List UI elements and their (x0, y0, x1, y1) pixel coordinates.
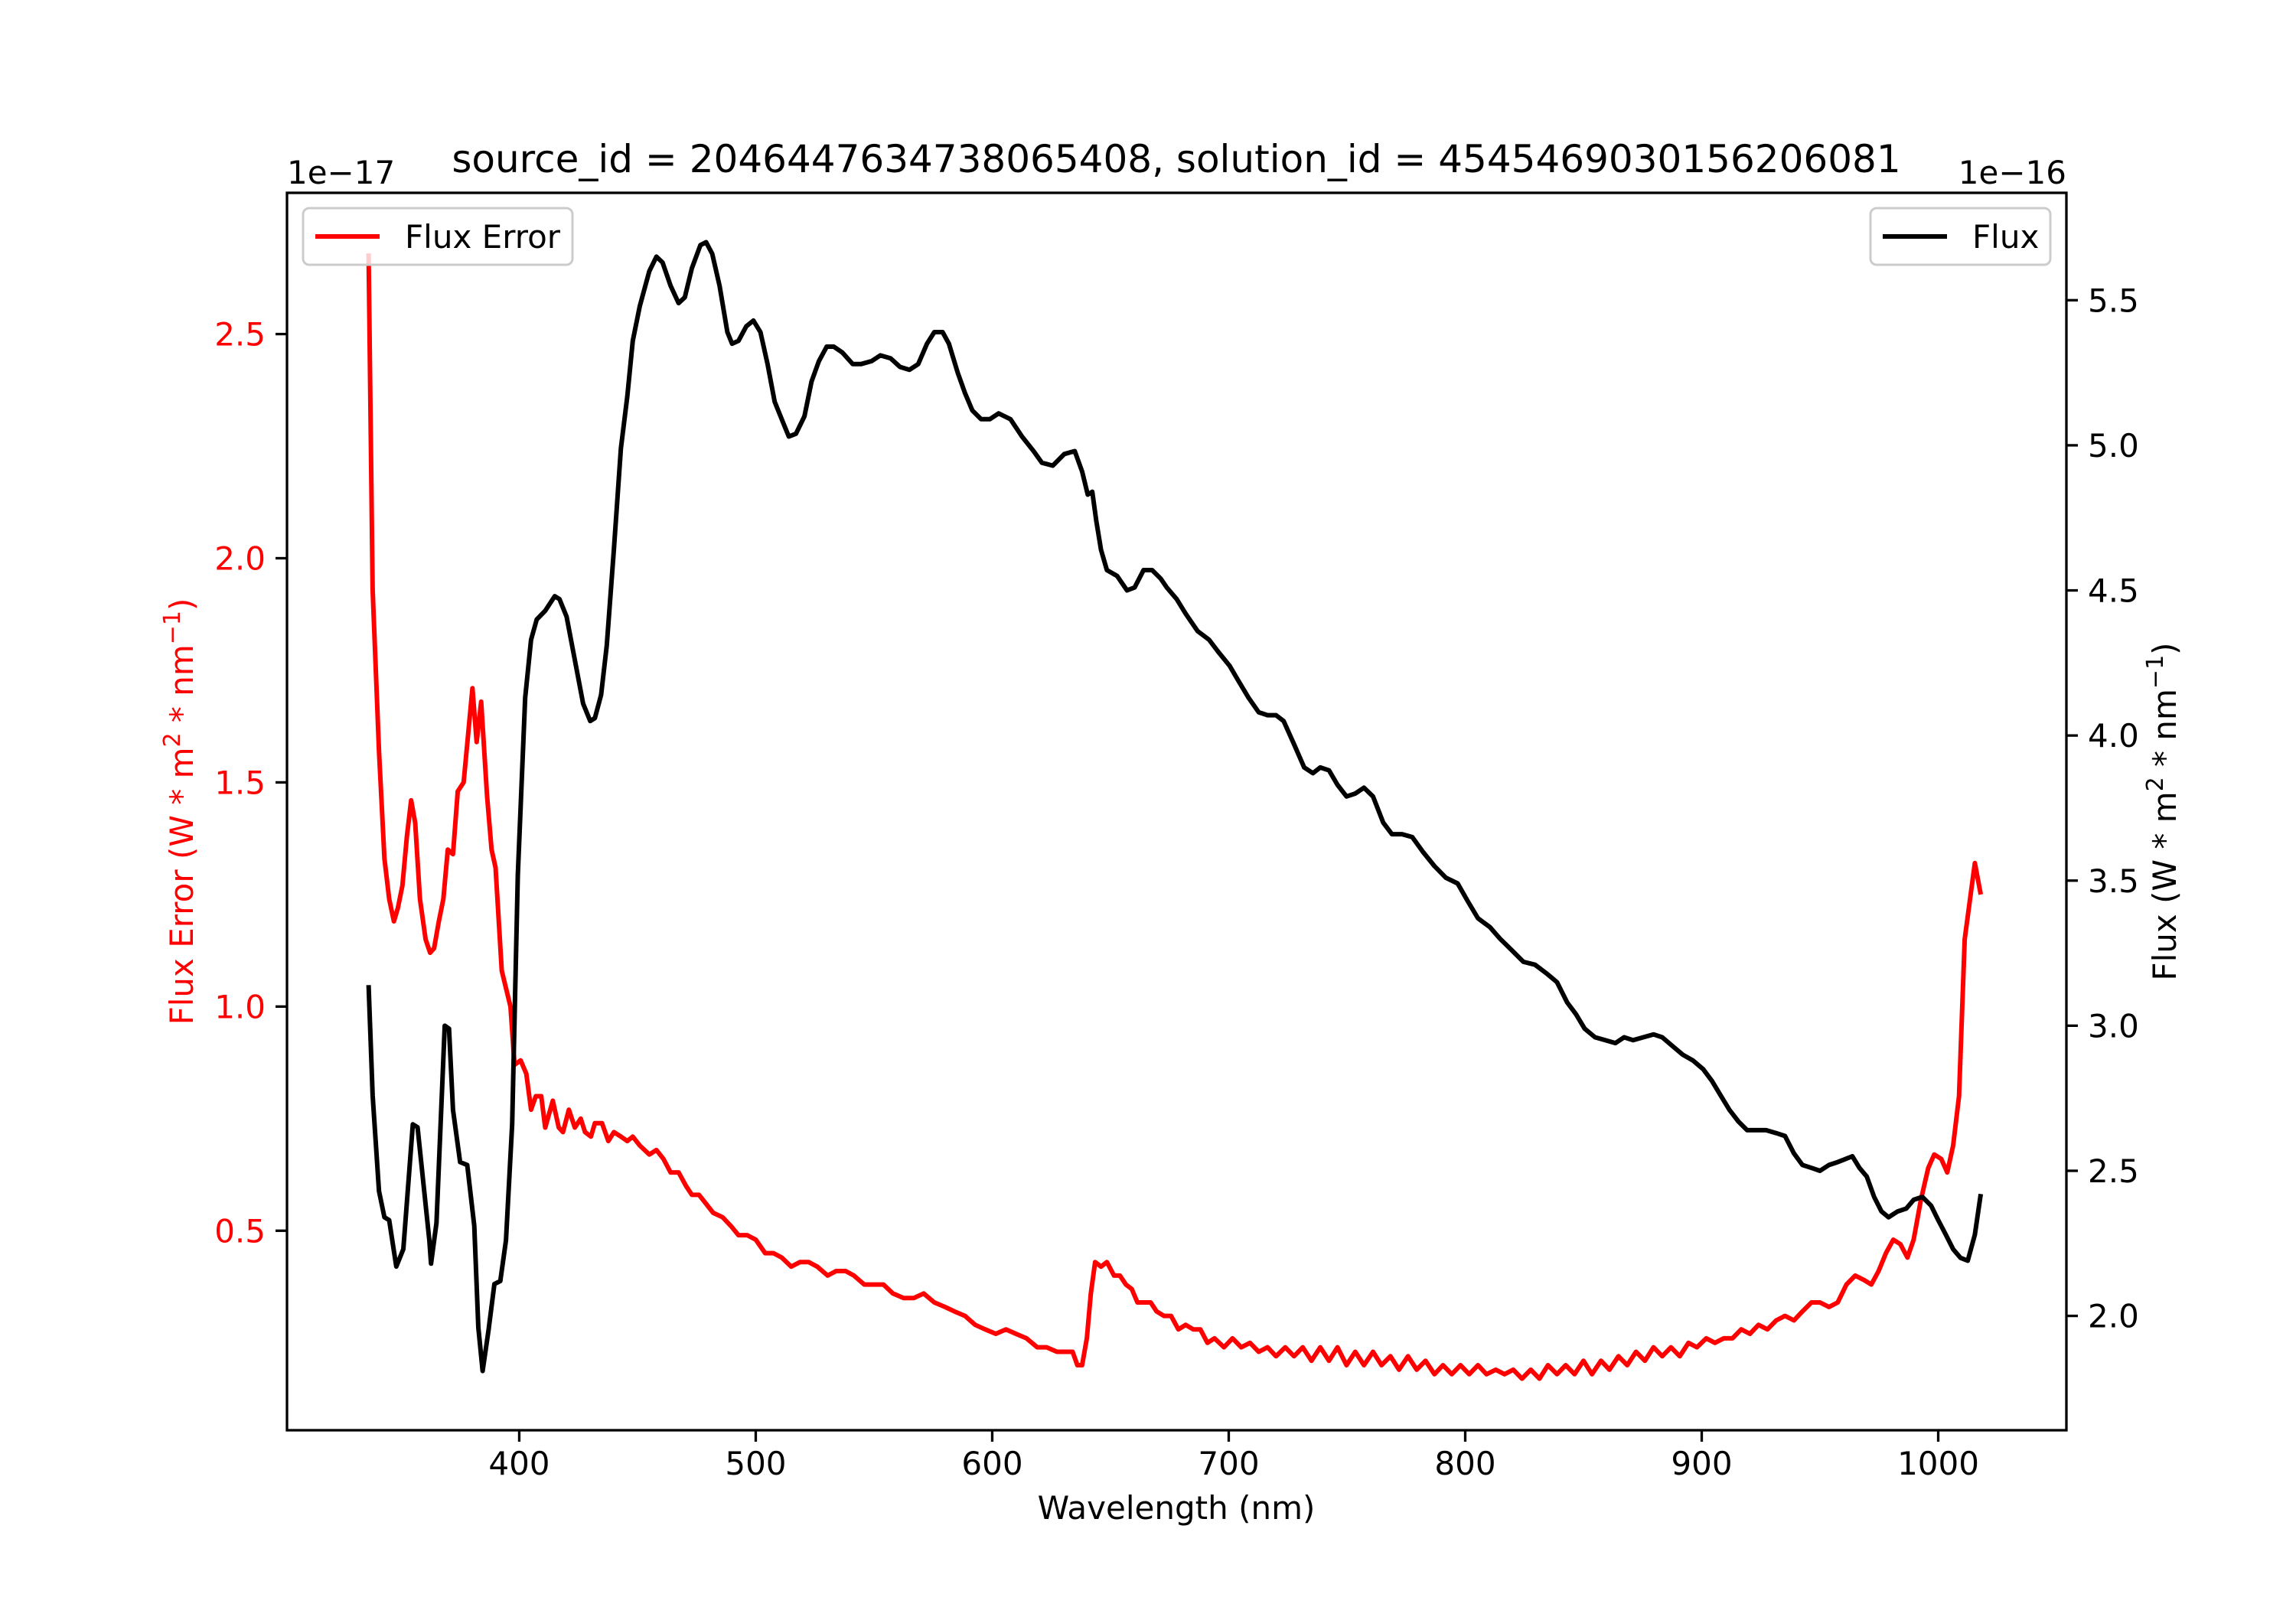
axis-label-part: −1 (159, 611, 186, 644)
legend-box (302, 207, 574, 266)
right-y-tick-label: 3.0 (2088, 1007, 2139, 1045)
x-tick-label: 700 (1198, 1445, 1259, 1482)
right-y-tick-label: 5.0 (2088, 427, 2139, 464)
flux-error-line (366, 253, 1984, 1381)
flux-legend: Flux (1869, 207, 2052, 266)
left-offset-text: 1e−17 (287, 154, 395, 191)
axis-label-part: −1 (2142, 655, 2169, 689)
axis-label-part: Flux Error (W * m (163, 748, 201, 1025)
legend-label: Flux Error (405, 218, 561, 256)
flux-line (366, 240, 1984, 1374)
left-y-tick-label: 2.5 (214, 316, 266, 354)
axis-label-part: 2 (159, 732, 186, 747)
right-y-tick-label: 2.0 (2088, 1298, 2139, 1335)
right-y-tick-label: 5.5 (2088, 282, 2139, 319)
x-tick-label: 800 (1434, 1445, 1495, 1482)
left-y-axis-label: Flux Error (W * m2 * nm−1) (159, 598, 201, 1025)
right-y-tick-label: 2.5 (2088, 1152, 2139, 1190)
right-offset-text: 1e−16 (1958, 154, 2066, 191)
axis-label-part: ) (163, 598, 201, 611)
axis-label-part: * nm (163, 644, 201, 732)
x-tick-label: 1000 (1897, 1445, 1979, 1482)
right-y-axis-label: Flux (W * m2 * nm−1) (2142, 642, 2184, 980)
axis-label-part: 2 (2142, 777, 2169, 791)
chart-title: source_id = 2046447634738065408, solutio… (452, 137, 1900, 181)
x-tick-label: 600 (961, 1445, 1022, 1482)
x-tick-label: 400 (488, 1445, 550, 1482)
right-y-tick-label: 4.0 (2088, 717, 2139, 755)
axis-label-part: Flux (W * m (2146, 791, 2183, 980)
plot-frame (285, 191, 2068, 1432)
x-tick-label: 900 (1671, 1445, 1732, 1482)
axis-label-part: ) (2146, 642, 2183, 654)
left-y-tick-label: 1.0 (214, 988, 266, 1025)
legend-box (1869, 207, 2052, 266)
axis-label-part: * nm (2146, 689, 2183, 777)
left-y-tick-label: 1.5 (214, 764, 266, 801)
flux-error-legend: Flux Error (302, 207, 574, 266)
right-y-tick-label: 4.5 (2088, 572, 2139, 610)
left-y-tick-label: 0.5 (214, 1212, 266, 1250)
right-y-tick-label: 3.5 (2088, 862, 2139, 900)
x-axis-label: Wavelength (nm) (1038, 1489, 1316, 1527)
left-y-tick-label: 2.0 (214, 539, 266, 577)
legend-label: Flux (1972, 218, 2039, 256)
x-tick-label: 500 (725, 1445, 786, 1482)
